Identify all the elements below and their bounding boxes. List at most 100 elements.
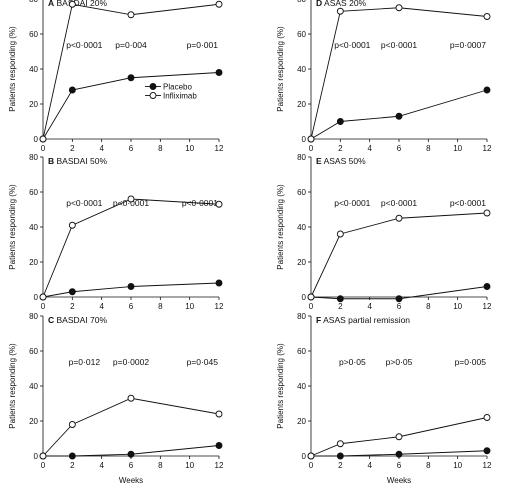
y-tick-label: 60 (297, 188, 306, 197)
y-tick-label: 0 (302, 452, 307, 461)
legend-marker (149, 92, 157, 99)
panel-f: 0 20 40 60 80 0 2 4 6 8 10 12 Patients responding (%… (276, 312, 492, 485)
data-point-infliximab (307, 293, 315, 301)
p-value-label: p<0·0001 (334, 198, 370, 208)
series-line-infliximab (42, 397, 220, 457)
x-tick-label: 8 (158, 144, 163, 153)
x-tick-label: 10 (453, 461, 462, 470)
x-tick-label: 8 (158, 461, 163, 470)
y-tick-label: 40 (29, 65, 38, 74)
panel-letter: C (48, 315, 54, 325)
y-axis-label: Patients responding (%) (276, 184, 285, 270)
p-value-label: p<0·0001 (66, 198, 102, 208)
x-tick-label: 8 (426, 461, 431, 470)
x-tick-label: 4 (367, 302, 372, 311)
x-tick-label: 6 (129, 461, 134, 470)
p-value-label: p<0·0001 (66, 40, 102, 50)
data-point-placebo (215, 69, 223, 76)
panel-title: C BASDAI 70% (48, 315, 108, 325)
p-value-label: p>0·05 (386, 357, 413, 367)
x-tick-label: 8 (426, 302, 431, 311)
x-tick-label: 4 (367, 144, 372, 153)
legend-label: Infliximab (163, 92, 197, 101)
x-tick-label: 12 (215, 461, 224, 470)
y-tick-label: 0 (302, 135, 307, 144)
data-point-infliximab (307, 135, 315, 143)
data-point-infliximab (215, 0, 223, 8)
p-value-label: p=0·005 (455, 357, 487, 367)
data-point-infliximab (336, 7, 344, 15)
y-tick-label: 40 (297, 65, 306, 74)
data-point-infliximab (68, 421, 76, 428)
x-tick-label: 0 (41, 302, 46, 311)
series-line-infliximab (42, 198, 220, 298)
data-point-placebo (483, 283, 491, 290)
panel-title-text: BASDAI 20% (57, 0, 108, 8)
series-line-placebo (310, 286, 488, 300)
x-tick-label: 10 (453, 302, 462, 311)
p-value-label: p<0·0001 (334, 40, 370, 50)
y-tick-label: 20 (297, 258, 306, 267)
x-tick-label: 10 (185, 302, 194, 311)
data-point-placebo (336, 118, 344, 125)
data-point-placebo (127, 450, 135, 458)
p-value-label: p=0·004 (115, 40, 147, 50)
series-line-placebo (43, 445, 220, 457)
y-axis-label: Patients responding (%) (8, 184, 17, 270)
x-axis-label: Weeks (119, 476, 143, 485)
panel-e: 0 20 40 60 80 0 2 4 6 8 10 12 Patients responding (%… (276, 153, 492, 311)
y-tick-label: 40 (297, 223, 306, 232)
x-tick-label: 4 (99, 461, 104, 470)
data-point-placebo (68, 288, 76, 296)
x-tick-label: 12 (215, 144, 224, 153)
series-line-infliximab (310, 7, 488, 140)
panel-b: 0 20 40 60 80 0 2 4 6 8 10 12 Patients responding (%… (8, 153, 224, 311)
x-tick-label: 0 (41, 461, 46, 470)
panel-c: 0 20 40 60 80 0 2 4 6 8 10 12 Patients responding (%… (8, 312, 224, 485)
panel-letter: D (316, 0, 322, 8)
y-axis-label: Patients responding (%) (8, 26, 17, 112)
x-tick-label: 0 (309, 144, 314, 153)
y-tick-label: 80 (297, 312, 306, 321)
x-tick-label: 12 (483, 144, 492, 153)
data-point-infliximab (307, 452, 315, 460)
panel-title: A BASDAI 20% (48, 0, 108, 8)
data-point-placebo (336, 452, 344, 460)
data-point-infliximab (127, 11, 135, 19)
data-point-placebo (483, 447, 491, 455)
x-tick-label: 2 (70, 302, 75, 311)
x-tick-label: 12 (483, 461, 492, 470)
y-tick-label: 80 (297, 0, 306, 4)
p-value-label: p<0·0001 (113, 198, 149, 208)
x-tick-label: 2 (338, 144, 343, 153)
y-tick-label: 60 (297, 347, 306, 356)
x-axis-label: Weeks (387, 476, 411, 485)
series-line-placebo (42, 282, 220, 298)
y-tick-label: 60 (29, 30, 38, 39)
panel-title-text: BASDAI 50% (57, 156, 108, 166)
x-tick-label: 0 (309, 461, 314, 470)
y-tick-label: 60 (29, 347, 38, 356)
y-axis-label: Patients responding (%) (8, 343, 17, 429)
data-point-placebo (68, 452, 76, 460)
x-tick-label: 6 (129, 144, 134, 153)
y-tick-label: 0 (34, 135, 39, 144)
y-tick-label: 0 (302, 293, 307, 302)
y-tick-label: 60 (297, 30, 306, 39)
data-point-placebo (215, 442, 223, 449)
panel-title-text: ASAS 50% (324, 156, 366, 166)
series-line-placebo (42, 72, 220, 140)
p-value-label: p=0·001 (187, 40, 219, 50)
x-tick-label: 8 (158, 302, 163, 311)
panel-title-text: BASDAI 70% (57, 315, 108, 325)
data-point-placebo (483, 86, 491, 94)
panel-title: D ASAS 20% (316, 0, 367, 8)
x-tick-label: 6 (397, 302, 402, 311)
p-value-label: p=0·012 (69, 357, 101, 367)
data-point-infliximab (68, 0, 76, 8)
data-point-infliximab (395, 214, 403, 222)
panel-title-text: ASAS 20% (324, 0, 366, 8)
data-point-placebo (68, 86, 76, 94)
x-tick-label: 12 (215, 302, 224, 311)
x-tick-label: 0 (41, 144, 46, 153)
